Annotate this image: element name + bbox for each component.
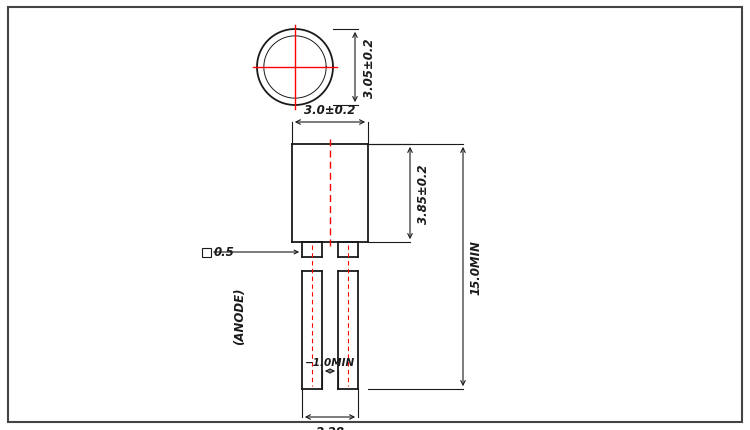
Bar (202, 248, 211, 257)
Text: 15.0MIN: 15.0MIN (470, 240, 483, 294)
Text: 3.0±0.2: 3.0±0.2 (304, 104, 355, 117)
Text: 3.85±0.2: 3.85±0.2 (417, 164, 430, 223)
Text: 3.05±0.2: 3.05±0.2 (363, 38, 376, 98)
Text: 2.28: 2.28 (316, 425, 344, 430)
Text: 0.5: 0.5 (214, 246, 235, 259)
Text: (ANODE): (ANODE) (233, 287, 247, 344)
Text: −1.0MIN: −1.0MIN (305, 357, 355, 367)
